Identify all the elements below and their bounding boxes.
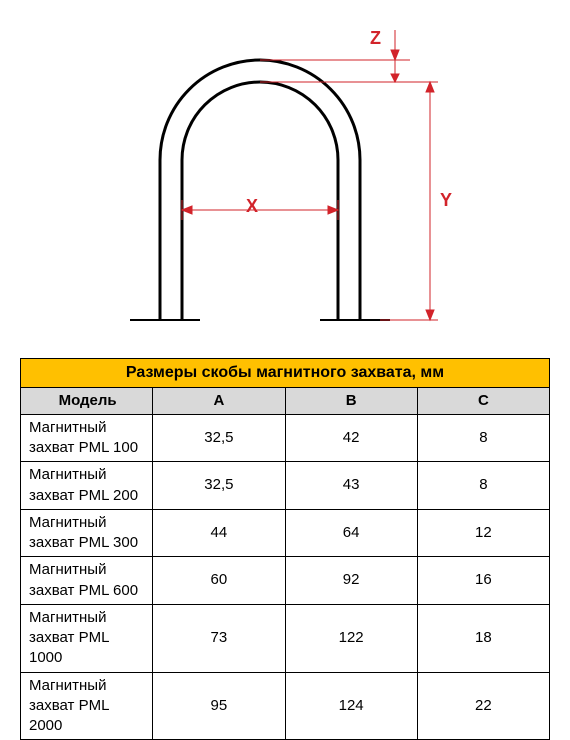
- cell-model: Магнитный захват PML 200: [21, 462, 153, 510]
- cell-b: 124: [285, 672, 417, 740]
- col-header-a: A: [153, 387, 285, 414]
- cell-model: Магнитный захват PML 600: [21, 557, 153, 605]
- cell-a: 32,5: [153, 414, 285, 462]
- table-header-row: Модель A B C: [21, 387, 550, 414]
- dimensions-table: Размеры скобы магнитного захвата, мм Мод…: [20, 358, 550, 740]
- cell-c: 8: [417, 462, 549, 510]
- cell-b: 92: [285, 557, 417, 605]
- cell-a: 44: [153, 509, 285, 557]
- table-row: Магнитный захват PML 300446412: [21, 509, 550, 557]
- cell-b: 42: [285, 414, 417, 462]
- table-row: Магнитный захват PML 20032,5438: [21, 462, 550, 510]
- col-header-c: C: [417, 387, 549, 414]
- table-body: Магнитный захват PML 10032,5428Магнитный…: [21, 414, 550, 740]
- cell-c: 18: [417, 604, 549, 672]
- cell-b: 64: [285, 509, 417, 557]
- col-header-model: Модель: [21, 387, 153, 414]
- table-title-row: Размеры скобы магнитного захвата, мм: [21, 359, 550, 388]
- dim-label-z: Z: [370, 28, 381, 49]
- cell-c: 8: [417, 414, 549, 462]
- table-title: Размеры скобы магнитного захвата, мм: [21, 359, 550, 388]
- cell-a: 60: [153, 557, 285, 605]
- dim-label-x: X: [246, 196, 258, 217]
- col-header-b: B: [285, 387, 417, 414]
- bracket-diagram: [0, 0, 570, 350]
- dimensions-table-wrap: Размеры скобы магнитного захвата, мм Мод…: [20, 358, 550, 740]
- table-row: Магнитный захват PML 10032,5428: [21, 414, 550, 462]
- cell-b: 122: [285, 604, 417, 672]
- cell-a: 32,5: [153, 462, 285, 510]
- diagram-area: X Y Z: [0, 0, 570, 350]
- cell-c: 12: [417, 509, 549, 557]
- cell-model: Магнитный захват PML 1000: [21, 604, 153, 672]
- dim-label-y: Y: [440, 190, 452, 211]
- cell-model: Магнитный захват PML 300: [21, 509, 153, 557]
- cell-model: Магнитный захват PML 2000: [21, 672, 153, 740]
- table-row: Магнитный захват PML 20009512422: [21, 672, 550, 740]
- cell-a: 73: [153, 604, 285, 672]
- table-row: Магнитный захват PML 600609216: [21, 557, 550, 605]
- cell-a: 95: [153, 672, 285, 740]
- cell-model: Магнитный захват PML 100: [21, 414, 153, 462]
- cell-c: 22: [417, 672, 549, 740]
- cell-b: 43: [285, 462, 417, 510]
- table-row: Магнитный захват PML 10007312218: [21, 604, 550, 672]
- cell-c: 16: [417, 557, 549, 605]
